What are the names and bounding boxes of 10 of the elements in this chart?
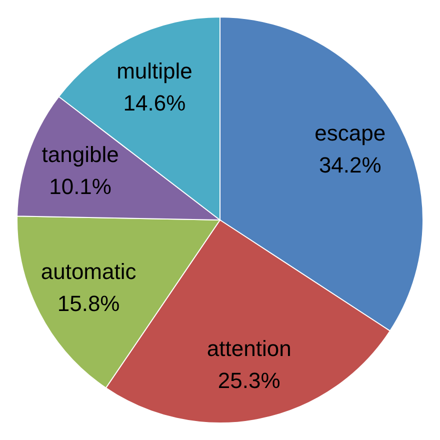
data-label: 25.3%	[218, 368, 280, 394]
data-label: 10.1%	[49, 174, 112, 200]
data-label: 14.6%	[123, 90, 186, 116]
slice-label: attention	[206, 336, 292, 362]
data-label: 34.2%	[318, 152, 382, 178]
data-label: 15.8%	[57, 291, 120, 316]
slice-label: automatic	[40, 259, 136, 284]
slice-label: multiple	[116, 58, 192, 84]
slice-label: escape	[314, 120, 386, 146]
slice-label: tangible	[42, 142, 119, 168]
